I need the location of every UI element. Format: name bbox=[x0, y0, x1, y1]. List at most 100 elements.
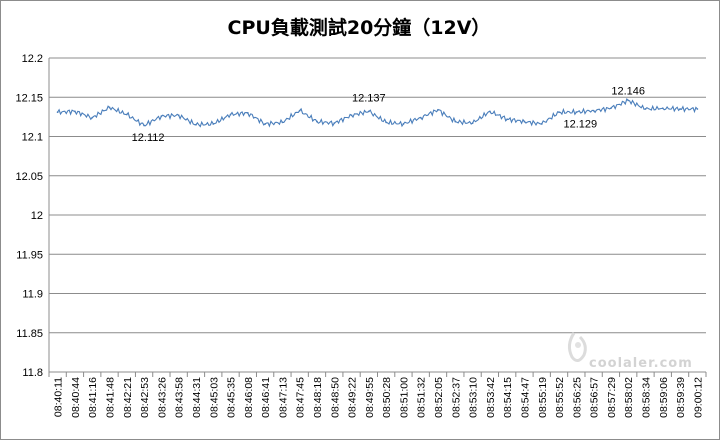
data-point bbox=[644, 108, 647, 110]
x-tick-label: 08:45:03 bbox=[208, 377, 220, 418]
x-tick-label: 08:42:21 bbox=[122, 377, 134, 418]
data-point bbox=[246, 112, 249, 114]
y-tick-label: 11.8 bbox=[22, 367, 43, 379]
data-point bbox=[679, 108, 681, 110]
data-point bbox=[627, 99, 630, 102]
x-tick-label: 08:53:10 bbox=[468, 377, 480, 418]
data-point bbox=[488, 110, 491, 113]
x-tick-label: 08:49:55 bbox=[364, 377, 376, 418]
data-point bbox=[56, 111, 59, 114]
data-point bbox=[212, 123, 215, 125]
data-point bbox=[419, 116, 422, 119]
x-tick-label: 08:47:13 bbox=[277, 377, 289, 418]
x-tick-label: 08:59:06 bbox=[658, 377, 670, 418]
data-label: 12.137 bbox=[352, 92, 386, 104]
y-tick-label: 11.9 bbox=[22, 289, 43, 301]
x-tick-label: 08:52:37 bbox=[450, 377, 462, 418]
y-tick-label: 12.05 bbox=[15, 171, 43, 183]
chart-title: CPU負載測試20分鐘（12V） bbox=[228, 16, 491, 39]
x-tick-label: 08:56:25 bbox=[571, 377, 583, 418]
data-point bbox=[143, 124, 145, 127]
data-point bbox=[437, 108, 439, 111]
series-line-0 bbox=[57, 97, 698, 128]
y-tick-label: 12.15 bbox=[15, 92, 43, 104]
data-point bbox=[91, 116, 94, 119]
data-point bbox=[540, 123, 543, 125]
data-point bbox=[661, 107, 664, 110]
data-point bbox=[74, 110, 76, 113]
data-label: 12.112 bbox=[132, 132, 165, 144]
y-tick-label: 12 bbox=[31, 210, 43, 222]
x-tick-label: 08:55:52 bbox=[554, 377, 566, 418]
data-point bbox=[471, 122, 474, 125]
x-tick-label: 08:51:00 bbox=[398, 377, 410, 418]
x-tick-label: 08:43:26 bbox=[156, 377, 168, 418]
watermark-text: coolaler.com bbox=[589, 356, 693, 371]
x-tick-label: 08:49:22 bbox=[347, 377, 359, 418]
x-tick-label: 08:53:42 bbox=[485, 377, 497, 418]
x-tick-label: 08:45:35 bbox=[226, 377, 238, 418]
x-tick-label: 08:59:39 bbox=[675, 377, 687, 418]
watermark-logo-icon bbox=[567, 332, 587, 362]
data-point bbox=[558, 111, 560, 114]
data-label: 12.146 bbox=[611, 85, 645, 97]
data-point bbox=[281, 121, 284, 124]
x-tick-label: 08:57:29 bbox=[606, 377, 618, 418]
y-axis-ticks: 12.2 12.15 12.1 12.05 12 11.95 11.9 11.85 11.8 bbox=[15, 53, 43, 379]
axes bbox=[48, 58, 706, 373]
watermark: coolaler.com bbox=[567, 332, 693, 371]
data-point bbox=[696, 108, 699, 110]
x-tick-label: 08:40:44 bbox=[70, 377, 82, 418]
x-axis-ticks: 08:40:11 08:40:44 08:41:16 08:41:48 08:42:21… bbox=[48, 372, 707, 418]
x-tick-label: 08:56:57 bbox=[589, 377, 601, 418]
x-tick-label: 08:55:19 bbox=[537, 377, 549, 418]
data-point bbox=[350, 114, 353, 117]
data-point bbox=[610, 107, 612, 110]
data-point bbox=[402, 123, 405, 125]
data-labels: 12.112 12.137 12.129 12.146 bbox=[132, 85, 645, 144]
x-tick-label: 08:46:08 bbox=[243, 377, 255, 418]
data-point bbox=[333, 122, 336, 125]
data-point bbox=[506, 118, 509, 121]
x-tick-label: 08:52:05 bbox=[433, 377, 445, 418]
x-tick-label: 09:00:12 bbox=[692, 377, 704, 418]
data-point bbox=[195, 123, 197, 126]
data-point bbox=[367, 110, 370, 113]
x-tick-label: 08:58:02 bbox=[623, 377, 635, 418]
x-tick-label: 08:40:11 bbox=[53, 377, 65, 417]
x-tick-label: 08:41:48 bbox=[105, 377, 117, 418]
data-point bbox=[160, 115, 163, 117]
y-tick-label: 12.2 bbox=[22, 53, 43, 65]
x-tick-label: 08:44:31 bbox=[191, 377, 203, 418]
data-point bbox=[316, 120, 318, 123]
series-group bbox=[56, 97, 699, 128]
x-tick-label: 08:48:50 bbox=[329, 377, 341, 418]
x-tick-label: 08:58:34 bbox=[640, 377, 652, 418]
x-tick-label: 08:54:15 bbox=[502, 377, 514, 418]
y-tick-label: 11.95 bbox=[16, 249, 43, 261]
y-tick-label: 11.85 bbox=[16, 328, 43, 340]
data-point bbox=[575, 111, 578, 114]
data-point bbox=[108, 106, 111, 109]
data-point bbox=[592, 109, 595, 112]
data-point bbox=[177, 114, 180, 117]
data-point bbox=[523, 120, 526, 123]
data-point bbox=[454, 120, 457, 123]
grid-lines bbox=[49, 57, 706, 373]
x-tick-label: 08:43:58 bbox=[174, 377, 186, 418]
x-tick-label: 08:41:16 bbox=[87, 377, 99, 418]
x-tick-label: 08:47:45 bbox=[295, 377, 307, 418]
x-tick-label: 08:51:32 bbox=[416, 377, 428, 418]
y-tick-label: 12.1 bbox=[22, 132, 43, 144]
data-label: 12.129 bbox=[564, 119, 598, 131]
data-point bbox=[298, 109, 301, 112]
x-tick-label: 08:42:53 bbox=[139, 377, 151, 418]
x-tick-label: 08:48:18 bbox=[312, 377, 324, 418]
data-point bbox=[125, 113, 128, 116]
data-point bbox=[229, 113, 232, 116]
data-point bbox=[385, 121, 388, 124]
x-tick-label: 08:50:28 bbox=[381, 377, 393, 418]
x-tick-label: 08:46:41 bbox=[260, 377, 272, 418]
x-tick-label: 08:54:47 bbox=[519, 377, 531, 418]
